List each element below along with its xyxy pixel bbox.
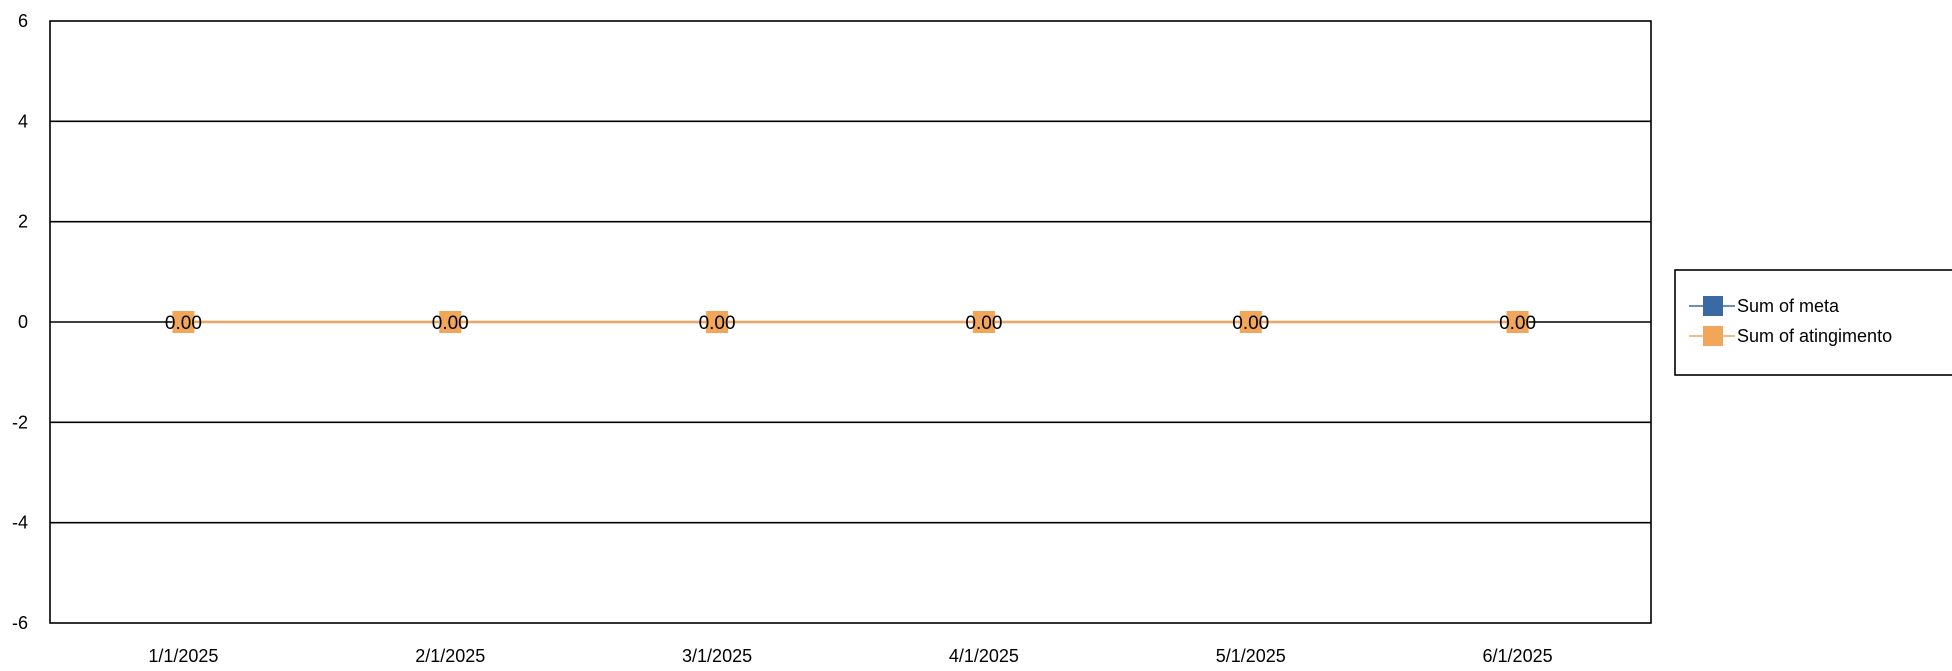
y-tick-label: 6	[18, 11, 28, 31]
legend-label: Sum of meta	[1737, 296, 1840, 316]
data-label: 0.00	[165, 313, 202, 334]
x-tick-label: 5/1/2025	[1216, 646, 1286, 666]
series-marker	[1506, 311, 1529, 333]
legend-label: Sum of atingimento	[1737, 326, 1892, 346]
x-tick-label: 3/1/2025	[682, 646, 752, 666]
legend: Sum of meta Sum of atingimento	[1674, 269, 1952, 376]
series-marker	[1239, 311, 1262, 333]
data-label: 0.00	[699, 313, 736, 334]
x-tick-labels: 1/1/2025 2/1/2025 3/1/2025 4/1/2025 5/1/2025…	[148, 646, 1552, 666]
data-label: 0.00	[965, 313, 1002, 334]
x-tick-label: 6/1/2025	[1483, 646, 1553, 666]
data-labels: 0.00 0.00 0.00 0.00 0.00 0.00	[165, 313, 1536, 334]
y-tick-label: 2	[18, 212, 28, 232]
series-marker	[172, 311, 195, 333]
x-tick-label: 1/1/2025	[148, 646, 218, 666]
series-marker	[439, 311, 462, 333]
series-markers	[172, 311, 1529, 333]
x-tick-label: 2/1/2025	[415, 646, 485, 666]
series-marker	[972, 311, 995, 333]
data-label: 0.00	[432, 313, 469, 334]
axes	[49, 20, 1652, 624]
series-marker	[706, 311, 729, 333]
y-tick-label: 0	[18, 312, 28, 332]
data-label: 0.00	[1232, 313, 1269, 334]
y-tick-label: -6	[12, 613, 28, 633]
legend-box	[1674, 269, 1952, 376]
data-label: 0.00	[1499, 313, 1536, 334]
plot-area-border	[49, 20, 1652, 624]
y-tick-label: -2	[12, 412, 28, 432]
legend-swatch-marker	[1703, 296, 1723, 316]
legend-swatch-marker	[1703, 326, 1723, 346]
y-tick-label: -4	[12, 513, 28, 533]
y-tick-label: 4	[18, 111, 28, 131]
y-tick-labels: 6 4 2 0 -2 -4 -6	[12, 11, 28, 633]
x-tick-label: 4/1/2025	[949, 646, 1019, 666]
